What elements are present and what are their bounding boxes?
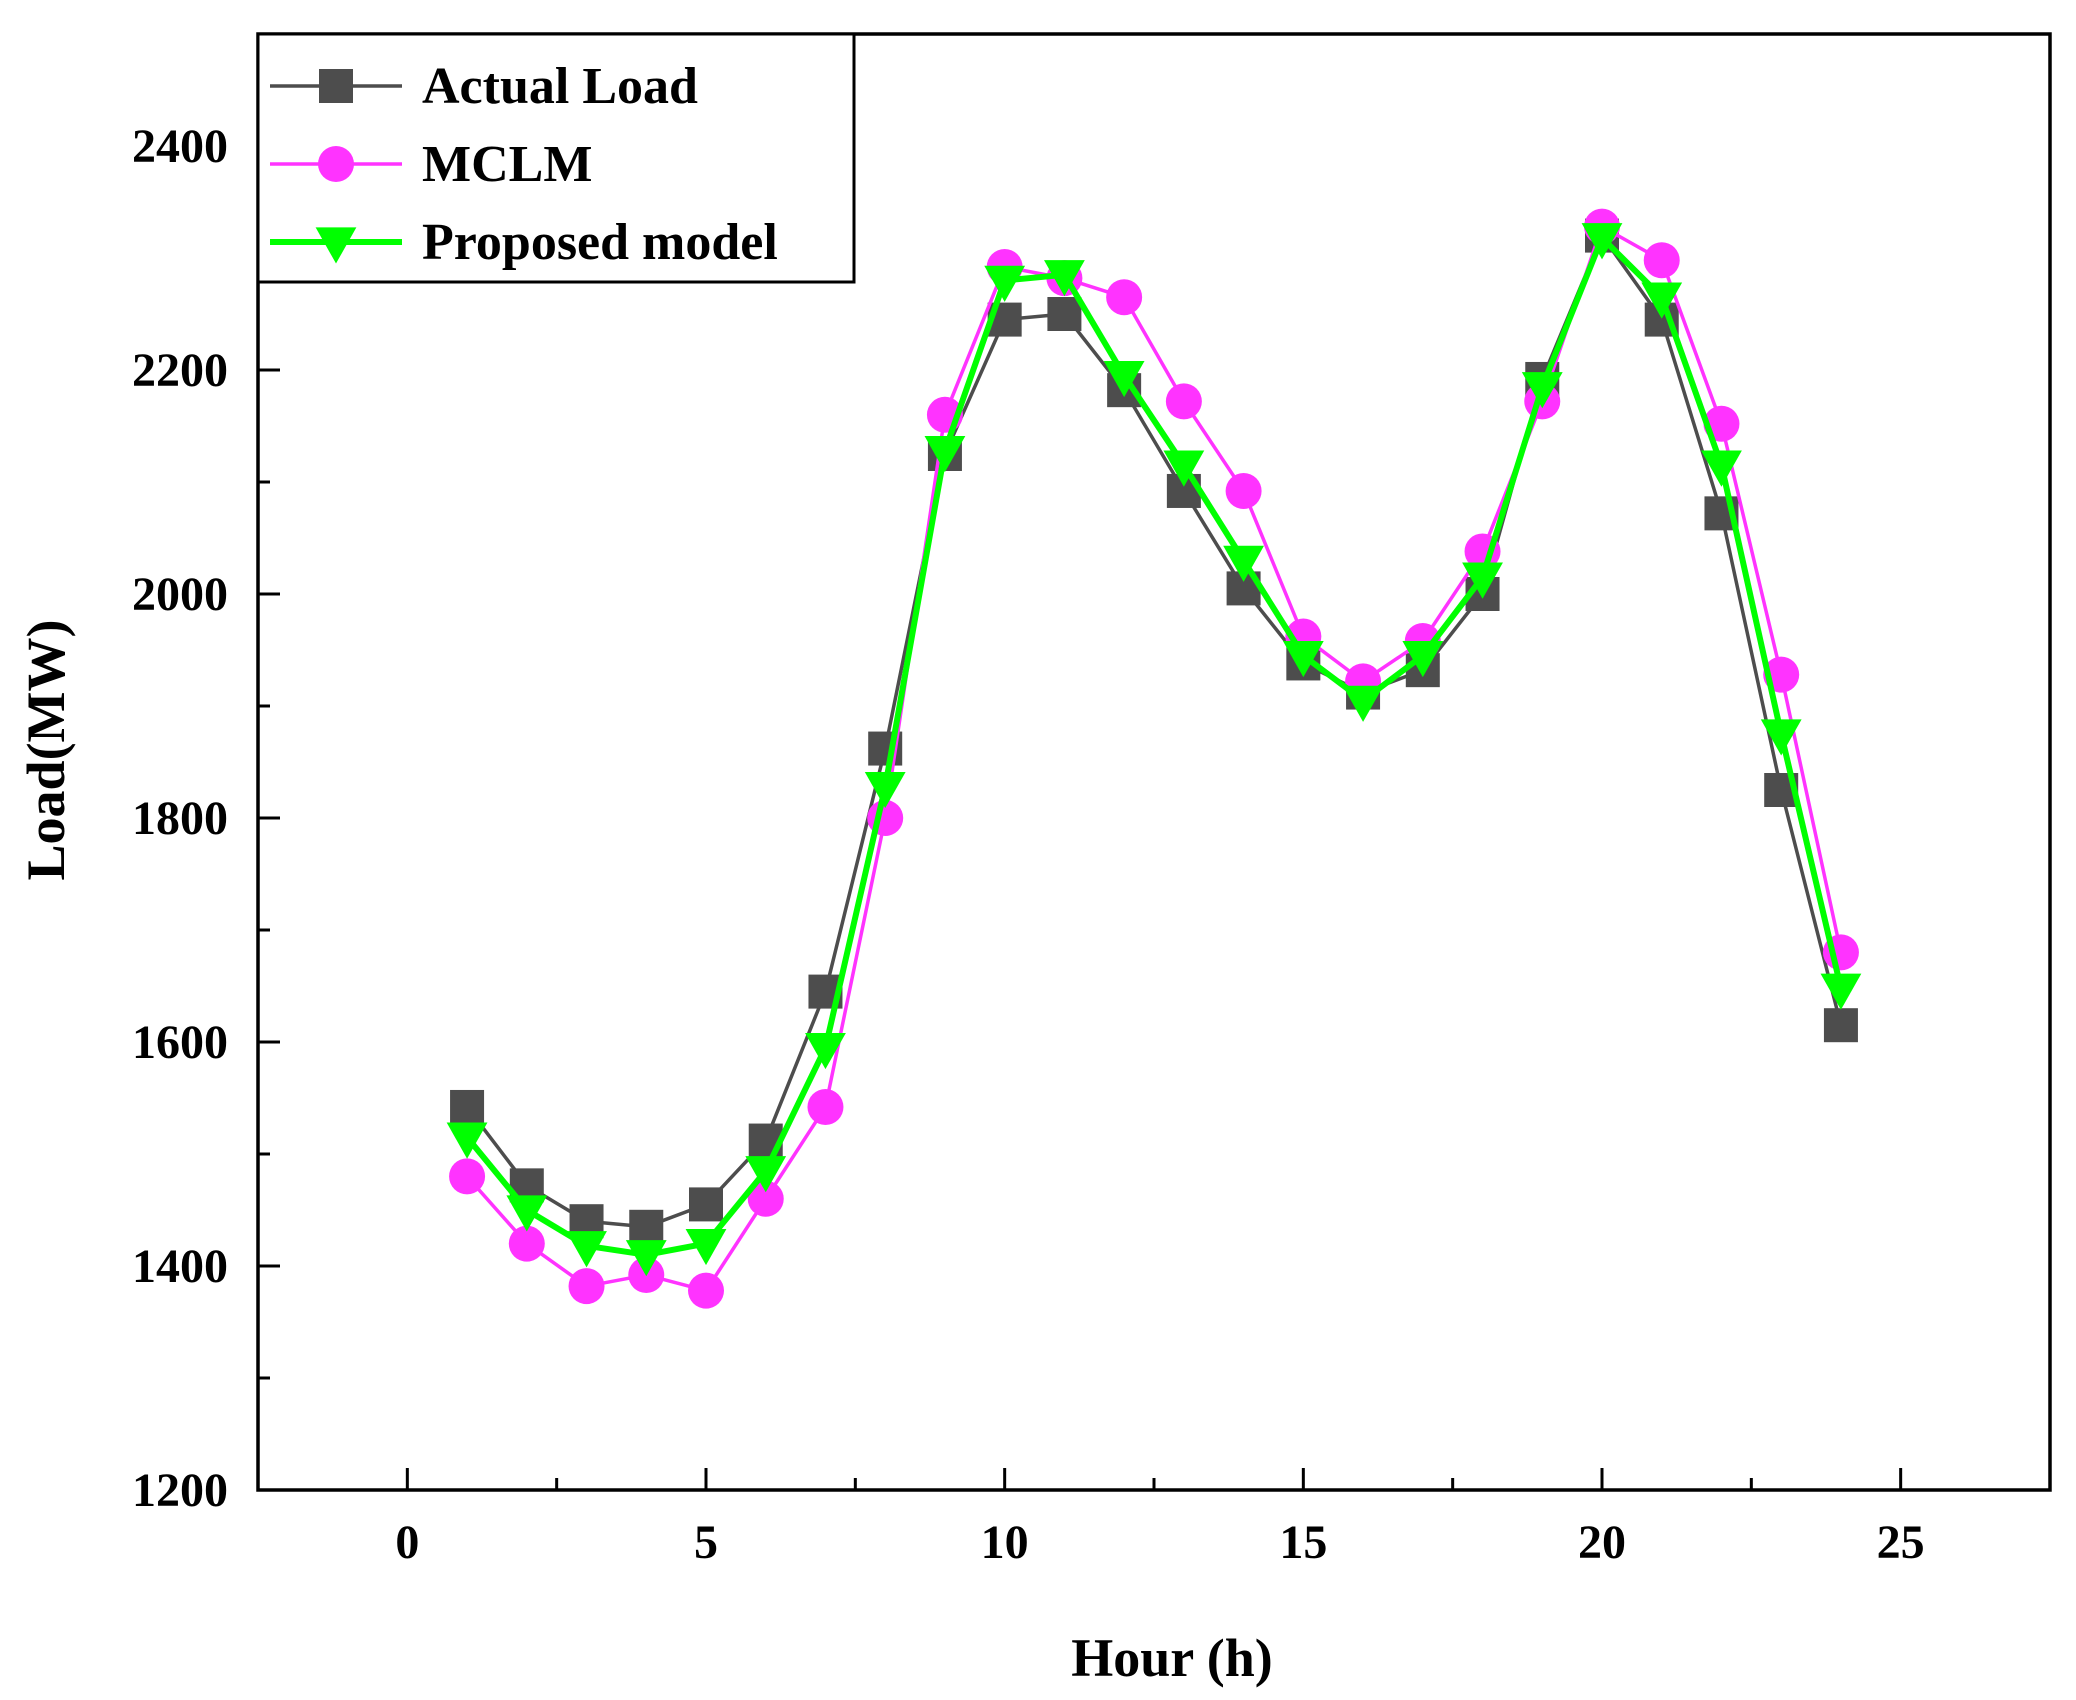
data-point [1103,360,1145,398]
legend-item-proposed-model: Proposed model [270,214,778,271]
data-point [566,1231,607,1268]
y-tick-label: 1200 [132,1464,228,1517]
data-point [685,1228,727,1266]
data-point [625,1240,667,1277]
data-point [1701,450,1742,487]
legend-label: Proposed model [422,214,778,271]
data-point [747,1180,784,1217]
data-point [1044,260,1085,297]
data-point [688,1272,724,1309]
y-tick-label: 1800 [132,792,228,845]
x-tick-label: 15 [1279,1516,1327,1569]
data-point [984,265,1026,302]
data-point [1225,472,1262,509]
y-tick-label: 1400 [132,1240,228,1293]
data-point [1643,242,1680,279]
x-tick-label: 25 [1877,1516,1925,1569]
data-point [1342,685,1384,722]
y-tick-label: 2200 [132,344,228,397]
data-point [1760,719,1802,756]
x-tick-label: 5 [694,1516,718,1569]
data-point [629,1209,664,1244]
y-axis-label: Load(MW) [16,620,76,881]
data-point [1047,297,1082,331]
data-point [1521,372,1563,409]
x-tick-label: 10 [981,1516,1029,1569]
legend-marker [318,146,354,182]
data-point [446,1122,488,1159]
legend-marker [315,227,357,264]
data-point [1282,640,1324,678]
data-point [450,1089,485,1124]
data-point [805,1032,846,1070]
x-tick-label: 20 [1578,1516,1626,1569]
series-layer [446,208,1862,1309]
data-point [1641,282,1683,319]
data-point [1462,562,1503,599]
data-point [1402,640,1444,678]
data-point [1581,223,1623,260]
series-proposed-model [446,223,1862,1277]
data-point [506,1195,548,1232]
data-point [1165,383,1202,420]
data-point [689,1187,723,1222]
y-tick-label: 2000 [132,568,228,621]
x-tick-label: 0 [395,1516,419,1569]
legend: Actual Load MCLM Proposed model [256,32,856,284]
legend-marker [319,69,353,103]
y-tick-label: 2400 [132,120,228,173]
data-point [1106,279,1143,316]
data-point [449,1158,486,1195]
legend-item-mclm: MCLM [270,136,592,193]
data-point [745,1156,787,1193]
legend-item-actual-load: Actual Load [270,58,698,115]
data-point [1223,545,1264,582]
legend-label: MCLM [422,136,592,193]
data-point [508,1225,545,1262]
legend-label: Actual Load [422,58,698,115]
data-point [1163,450,1205,487]
data-point [924,435,966,473]
data-point [1820,973,1862,1010]
x-axis-label: Hour (h) [1071,1628,1273,1688]
data-point [1823,1008,1858,1043]
data-point [568,1268,605,1305]
y-tick-label: 1600 [132,1016,228,1069]
axes-layer: 0 5 10 15 20 25 1200 1400 1600 1800 2000 2200 2400 [132,32,2052,1569]
data-point [807,1088,844,1125]
data-point [864,771,906,809]
